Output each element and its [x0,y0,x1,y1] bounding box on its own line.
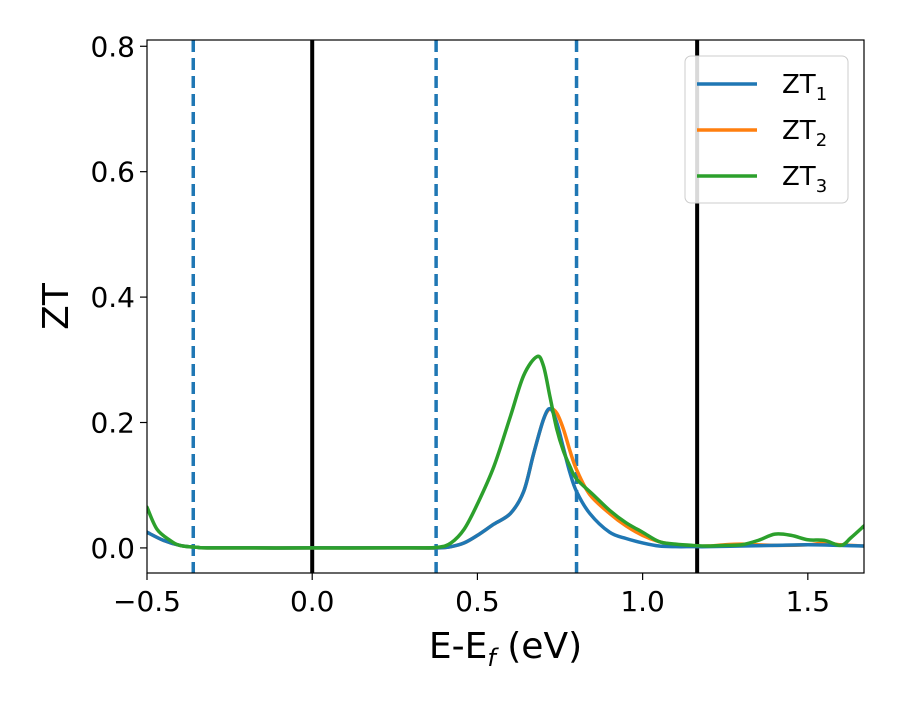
x-axis-label: E-Ef (eV) [429,626,582,672]
legend: ZT1 ZT2 ZT3 [684,55,849,204]
x-axis-label-unit: (eV) [496,626,582,667]
y-tick-label: 0.0 [90,532,135,565]
legend-label-zt2: ZT2 [782,116,827,151]
y-tick-label: 0.4 [90,281,135,314]
x-tick-label: 0.5 [455,585,500,618]
plot-area-frame [146,39,865,574]
x-tick-label: 1.5 [786,585,831,618]
series-lines [147,354,864,550]
x-tick-label: 1.0 [620,585,665,618]
x-axis-ticks: −0.5 0.0 0.5 1.0 1.5 [113,573,830,618]
y-tick-label: 0.6 [90,156,135,189]
y-axis-ticks: 0.0 0.2 0.4 0.6 0.8 [90,30,147,565]
x-tick-label: 0.0 [290,585,335,618]
reference-lines [191,40,700,573]
x-axis-label-main: E-E [429,626,487,667]
legend-box [684,55,849,204]
y-axis-label: ZT [36,282,77,330]
legend-label-zt1: ZT1 [782,70,827,105]
y-tick-label: 0.2 [90,407,135,440]
series-line-zt3 [147,354,864,550]
x-tick-label: −0.5 [113,585,181,618]
y-tick-label: 0.8 [90,30,135,63]
legend-label-zt3: ZT3 [782,162,827,197]
